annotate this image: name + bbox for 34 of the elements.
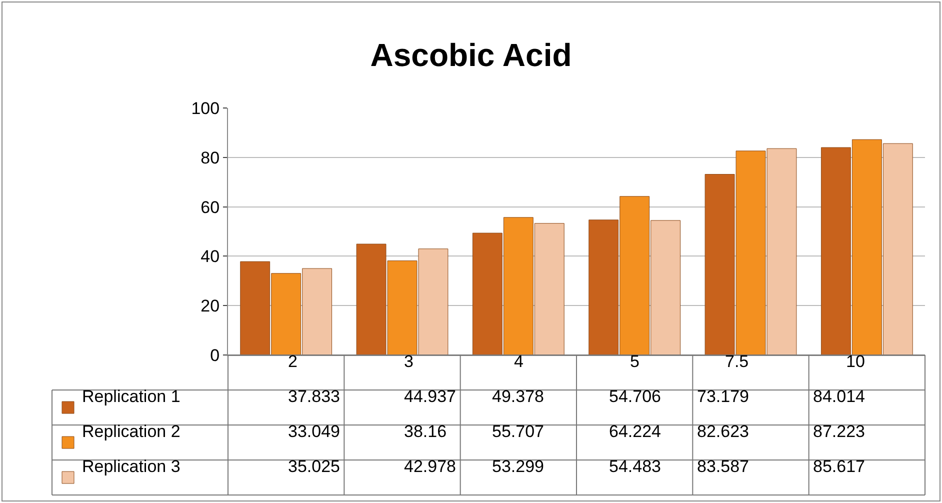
x-tick-label: 2 xyxy=(288,352,298,371)
y-tick-label: 40 xyxy=(200,247,220,266)
data-label: 84.014 xyxy=(813,387,865,406)
chart-title: Ascobic Acid xyxy=(370,37,572,74)
data-label: 64.224 xyxy=(609,422,661,441)
data-label: 55.707 xyxy=(492,422,544,441)
data-label: 54.706 xyxy=(609,387,661,406)
y-tick-label: 0 xyxy=(210,346,220,365)
legend-label: Replication 3 xyxy=(82,457,180,476)
data-label: 35.025 xyxy=(288,457,340,476)
data-label: 53.299 xyxy=(492,457,544,476)
x-tick-label: 7.5 xyxy=(725,352,749,371)
data-label: 73.179 xyxy=(697,387,749,406)
data-label: 49.378 xyxy=(492,387,544,406)
y-tick-label: 100 xyxy=(191,98,220,118)
y-tick-label: 20 xyxy=(200,296,220,316)
data-label: 33.049 xyxy=(288,422,340,441)
data-label: 42.978 xyxy=(404,457,456,476)
data-label: 44.937 xyxy=(404,387,456,406)
legend-label: Replication 2 xyxy=(82,422,180,441)
y-tick-label: 80 xyxy=(200,148,220,168)
data-label: 82.623 xyxy=(697,422,749,441)
x-tick-label: 4 xyxy=(514,352,524,371)
data-label: 85.617 xyxy=(813,457,865,476)
x-tick-label: 5 xyxy=(630,352,640,371)
x-tick-label: 10 xyxy=(846,352,865,371)
data-label: 37.833 xyxy=(288,387,340,406)
y-tick-label: 60 xyxy=(200,198,220,217)
data-label: 54.483 xyxy=(609,457,661,476)
legend-label: Replication 1 xyxy=(82,387,180,406)
data-label: 83.587 xyxy=(697,457,749,476)
x-tick-label: 3 xyxy=(404,352,414,371)
data-label: 38.16 xyxy=(404,422,447,441)
data-label: 87.223 xyxy=(813,422,865,441)
